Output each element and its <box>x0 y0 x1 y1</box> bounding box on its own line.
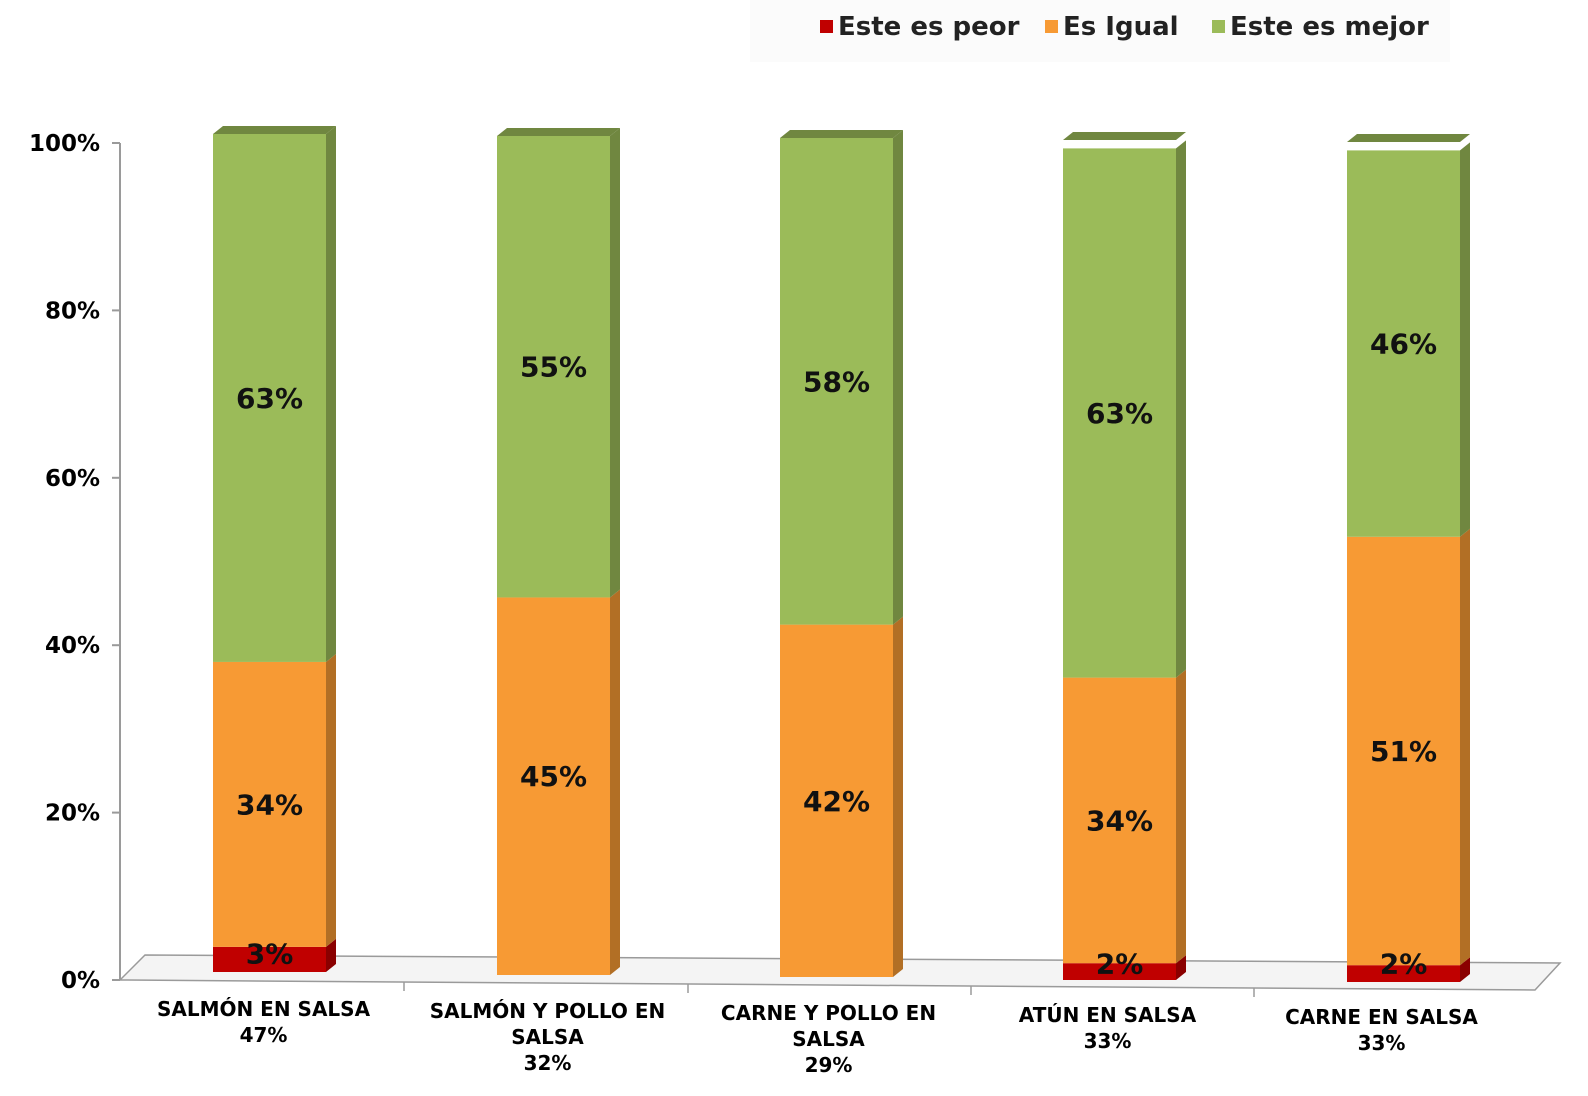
bar-segment <box>1347 150 1460 537</box>
bar-segment-side <box>1460 957 1470 982</box>
bar-segment-side <box>326 653 336 947</box>
y-tick-label: 80% <box>45 298 100 324</box>
bars <box>213 126 1470 982</box>
bar-segment-side <box>610 589 620 975</box>
y-tick-label: 100% <box>29 131 100 157</box>
data-label: 3% <box>246 937 294 970</box>
bar-segment <box>497 136 610 598</box>
bar-segment <box>1063 677 1176 964</box>
data-label: 45% <box>520 760 587 793</box>
data-label: 2% <box>1096 948 1144 981</box>
legend-swatch <box>1045 20 1058 33</box>
y-tick-label: 0% <box>61 968 100 994</box>
bar-stack <box>780 130 903 977</box>
data-label: 55% <box>520 351 587 384</box>
data-label: 51% <box>1370 735 1437 768</box>
bar-stack <box>497 128 620 975</box>
bar-segment <box>1347 965 1460 982</box>
category-label: ATÚN EN SALSA <box>1019 1003 1197 1027</box>
category-share: 33% <box>1084 1029 1132 1053</box>
bar-segment-side <box>326 126 336 662</box>
legend-background <box>750 0 1450 62</box>
bar-top <box>497 128 620 136</box>
data-label: 46% <box>1370 328 1437 361</box>
category-share: 29% <box>805 1053 853 1077</box>
legend-swatch <box>1212 20 1225 33</box>
legend-label: Es Igual <box>1063 12 1179 42</box>
bar-segment <box>213 134 326 662</box>
bar-segment <box>213 946 326 972</box>
bar-segment-side <box>893 130 903 625</box>
data-label: 63% <box>236 382 303 415</box>
bar-stack <box>1063 132 1186 980</box>
bar-segment-side <box>1460 528 1470 966</box>
bar-top <box>1347 134 1470 142</box>
bar-segment <box>1063 963 1176 980</box>
bar-segment <box>1347 536 1460 966</box>
bar-segment-side <box>610 128 620 598</box>
category-label: SALMÓN Y POLLO EN <box>430 999 665 1023</box>
bar-segment-side <box>1176 140 1186 678</box>
legend: Este es peor Es Igual Este es mejor <box>820 12 1429 42</box>
category-share: 32% <box>524 1051 572 1075</box>
bar-segment-side <box>893 616 903 977</box>
bar-segment <box>1063 148 1176 678</box>
bar-segment-side <box>1176 955 1186 980</box>
data-label: 63% <box>1086 397 1153 430</box>
category-label: SALSA <box>511 1025 584 1049</box>
legend-label: Este es mejor <box>1230 12 1429 42</box>
category-label: CARNE EN SALSA <box>1285 1005 1478 1029</box>
bar-top <box>213 126 336 134</box>
category-share: 47% <box>240 1023 288 1047</box>
bar-stack <box>1347 134 1470 982</box>
data-label: 2% <box>1380 948 1428 981</box>
bar-segment <box>497 597 610 975</box>
bar-segment <box>213 661 326 947</box>
y-tick-label: 40% <box>45 633 100 659</box>
bar-top <box>780 130 903 138</box>
bar-stack <box>213 126 336 972</box>
bar-top <box>1063 132 1186 140</box>
category-label: SALMÓN EN SALSA <box>157 997 371 1021</box>
category-label: SALSA <box>792 1027 865 1051</box>
bar-segment <box>780 138 893 625</box>
data-label: 34% <box>236 788 303 821</box>
data-label: 42% <box>803 785 870 818</box>
data-label: 58% <box>803 365 870 398</box>
legend-swatch <box>820 20 833 33</box>
legend-item: Es Igual <box>1045 12 1179 42</box>
bar-segment-side <box>326 938 336 972</box>
bar-segment-side <box>1176 669 1186 964</box>
bar-segment-side <box>1460 142 1470 537</box>
legend-label: Este es peor <box>838 12 1020 42</box>
data-labels: 3% 34% 63% 45% 55% 42% 58% 2% 34% 63% 2% 51% 46% <box>236 328 1437 981</box>
legend-item: Este es peor <box>820 12 1020 42</box>
y-tick-label: 60% <box>45 466 100 492</box>
category-share: 33% <box>1358 1031 1406 1055</box>
bar-segment <box>780 624 893 977</box>
y-tick-label: 20% <box>45 801 100 827</box>
legend-item: Este es mejor <box>1212 12 1429 42</box>
category-label: CARNE Y POLLO EN <box>721 1001 936 1025</box>
data-label: 34% <box>1086 804 1153 837</box>
